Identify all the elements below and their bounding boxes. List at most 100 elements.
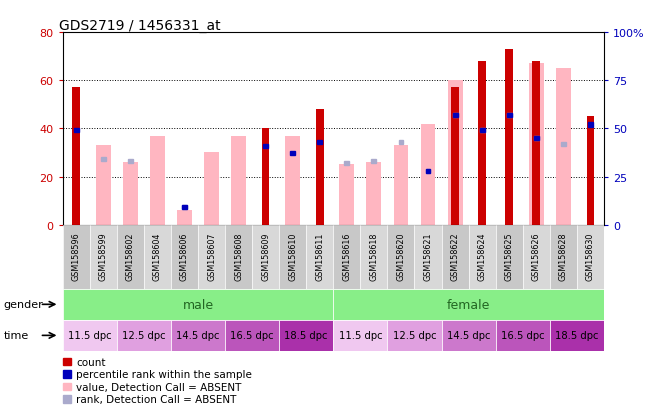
Bar <box>523 225 550 289</box>
Bar <box>316 110 323 225</box>
Bar <box>453 114 457 118</box>
Bar <box>333 320 387 351</box>
Bar <box>345 161 349 166</box>
Bar <box>577 225 604 289</box>
Bar <box>399 140 403 145</box>
Text: GSM158604: GSM158604 <box>153 232 162 280</box>
Text: time: time <box>3 330 28 341</box>
Text: GSM158596: GSM158596 <box>72 232 81 280</box>
Bar <box>198 225 225 289</box>
Bar <box>506 50 513 225</box>
Bar <box>533 62 540 225</box>
Bar <box>73 88 80 225</box>
Bar <box>63 289 333 320</box>
Bar <box>333 289 604 320</box>
Text: female: female <box>447 298 490 311</box>
Bar <box>101 158 106 162</box>
Bar <box>231 136 246 225</box>
Bar <box>262 129 269 225</box>
Text: 18.5 dpc: 18.5 dpc <box>555 330 599 341</box>
Bar <box>387 225 414 289</box>
Text: GSM158599: GSM158599 <box>99 232 108 280</box>
Bar <box>420 124 436 225</box>
Text: 14.5 dpc: 14.5 dpc <box>447 330 490 341</box>
Text: GSM158622: GSM158622 <box>451 232 459 280</box>
Bar <box>550 225 577 289</box>
Bar <box>63 225 90 289</box>
Bar <box>451 88 459 225</box>
Bar <box>171 225 198 289</box>
Text: 11.5 dpc: 11.5 dpc <box>68 330 112 341</box>
Text: count: count <box>76 357 106 367</box>
Text: 14.5 dpc: 14.5 dpc <box>176 330 220 341</box>
Text: GDS2719 / 1456331_at: GDS2719 / 1456331_at <box>59 19 221 33</box>
Bar <box>333 225 360 289</box>
Text: GSM158607: GSM158607 <box>207 232 216 280</box>
Text: GSM158608: GSM158608 <box>234 232 243 280</box>
Bar <box>550 320 604 351</box>
Bar <box>306 225 333 289</box>
Text: GSM158628: GSM158628 <box>559 232 568 280</box>
Text: GSM158621: GSM158621 <box>424 232 432 280</box>
Bar <box>426 169 430 173</box>
Bar <box>263 144 268 148</box>
Bar <box>90 225 117 289</box>
Bar <box>117 320 171 351</box>
Bar <box>204 153 219 225</box>
Bar <box>96 146 111 225</box>
Bar <box>177 211 192 225</box>
Bar <box>128 160 133 164</box>
Text: 16.5 dpc: 16.5 dpc <box>501 330 544 341</box>
Bar <box>366 163 381 225</box>
Bar <box>393 146 409 225</box>
Bar <box>447 81 463 225</box>
Bar <box>556 69 571 225</box>
Text: GSM158630: GSM158630 <box>586 232 595 280</box>
Bar <box>587 117 594 225</box>
Text: GSM158618: GSM158618 <box>370 232 378 280</box>
Bar <box>442 225 469 289</box>
Bar <box>225 225 252 289</box>
Text: 12.5 dpc: 12.5 dpc <box>393 330 436 341</box>
Text: GSM158624: GSM158624 <box>478 232 486 280</box>
Bar <box>480 129 484 133</box>
Bar <box>182 206 187 210</box>
Bar <box>496 320 550 351</box>
Bar <box>117 225 144 289</box>
Text: gender: gender <box>3 299 43 310</box>
Text: GSM158625: GSM158625 <box>505 232 513 280</box>
Bar <box>150 136 165 225</box>
Bar <box>442 320 496 351</box>
Bar <box>252 225 279 289</box>
Bar <box>496 225 523 289</box>
Bar <box>360 225 387 289</box>
Bar <box>339 165 354 225</box>
Bar <box>279 320 333 351</box>
Bar <box>372 160 376 164</box>
Bar <box>507 114 512 118</box>
Text: 16.5 dpc: 16.5 dpc <box>230 330 274 341</box>
Bar <box>507 114 512 118</box>
Text: GSM158602: GSM158602 <box>126 232 135 280</box>
Bar <box>469 225 496 289</box>
Text: GSM158626: GSM158626 <box>532 232 541 280</box>
Bar <box>588 123 593 127</box>
Bar <box>426 169 430 173</box>
Bar <box>74 129 79 133</box>
Bar <box>414 225 442 289</box>
Text: GSM158620: GSM158620 <box>397 232 405 280</box>
Bar <box>171 320 225 351</box>
Text: GSM158610: GSM158610 <box>288 232 297 280</box>
Bar <box>529 64 544 225</box>
Text: male: male <box>182 298 214 311</box>
Bar <box>123 163 138 225</box>
Text: rank, Detection Call = ABSENT: rank, Detection Call = ABSENT <box>76 394 236 404</box>
Text: 11.5 dpc: 11.5 dpc <box>339 330 382 341</box>
Bar <box>480 129 484 133</box>
Bar <box>225 320 279 351</box>
Text: 12.5 dpc: 12.5 dpc <box>122 330 166 341</box>
Bar <box>534 137 539 141</box>
Bar <box>182 206 187 210</box>
Bar <box>453 114 457 118</box>
Bar <box>279 225 306 289</box>
